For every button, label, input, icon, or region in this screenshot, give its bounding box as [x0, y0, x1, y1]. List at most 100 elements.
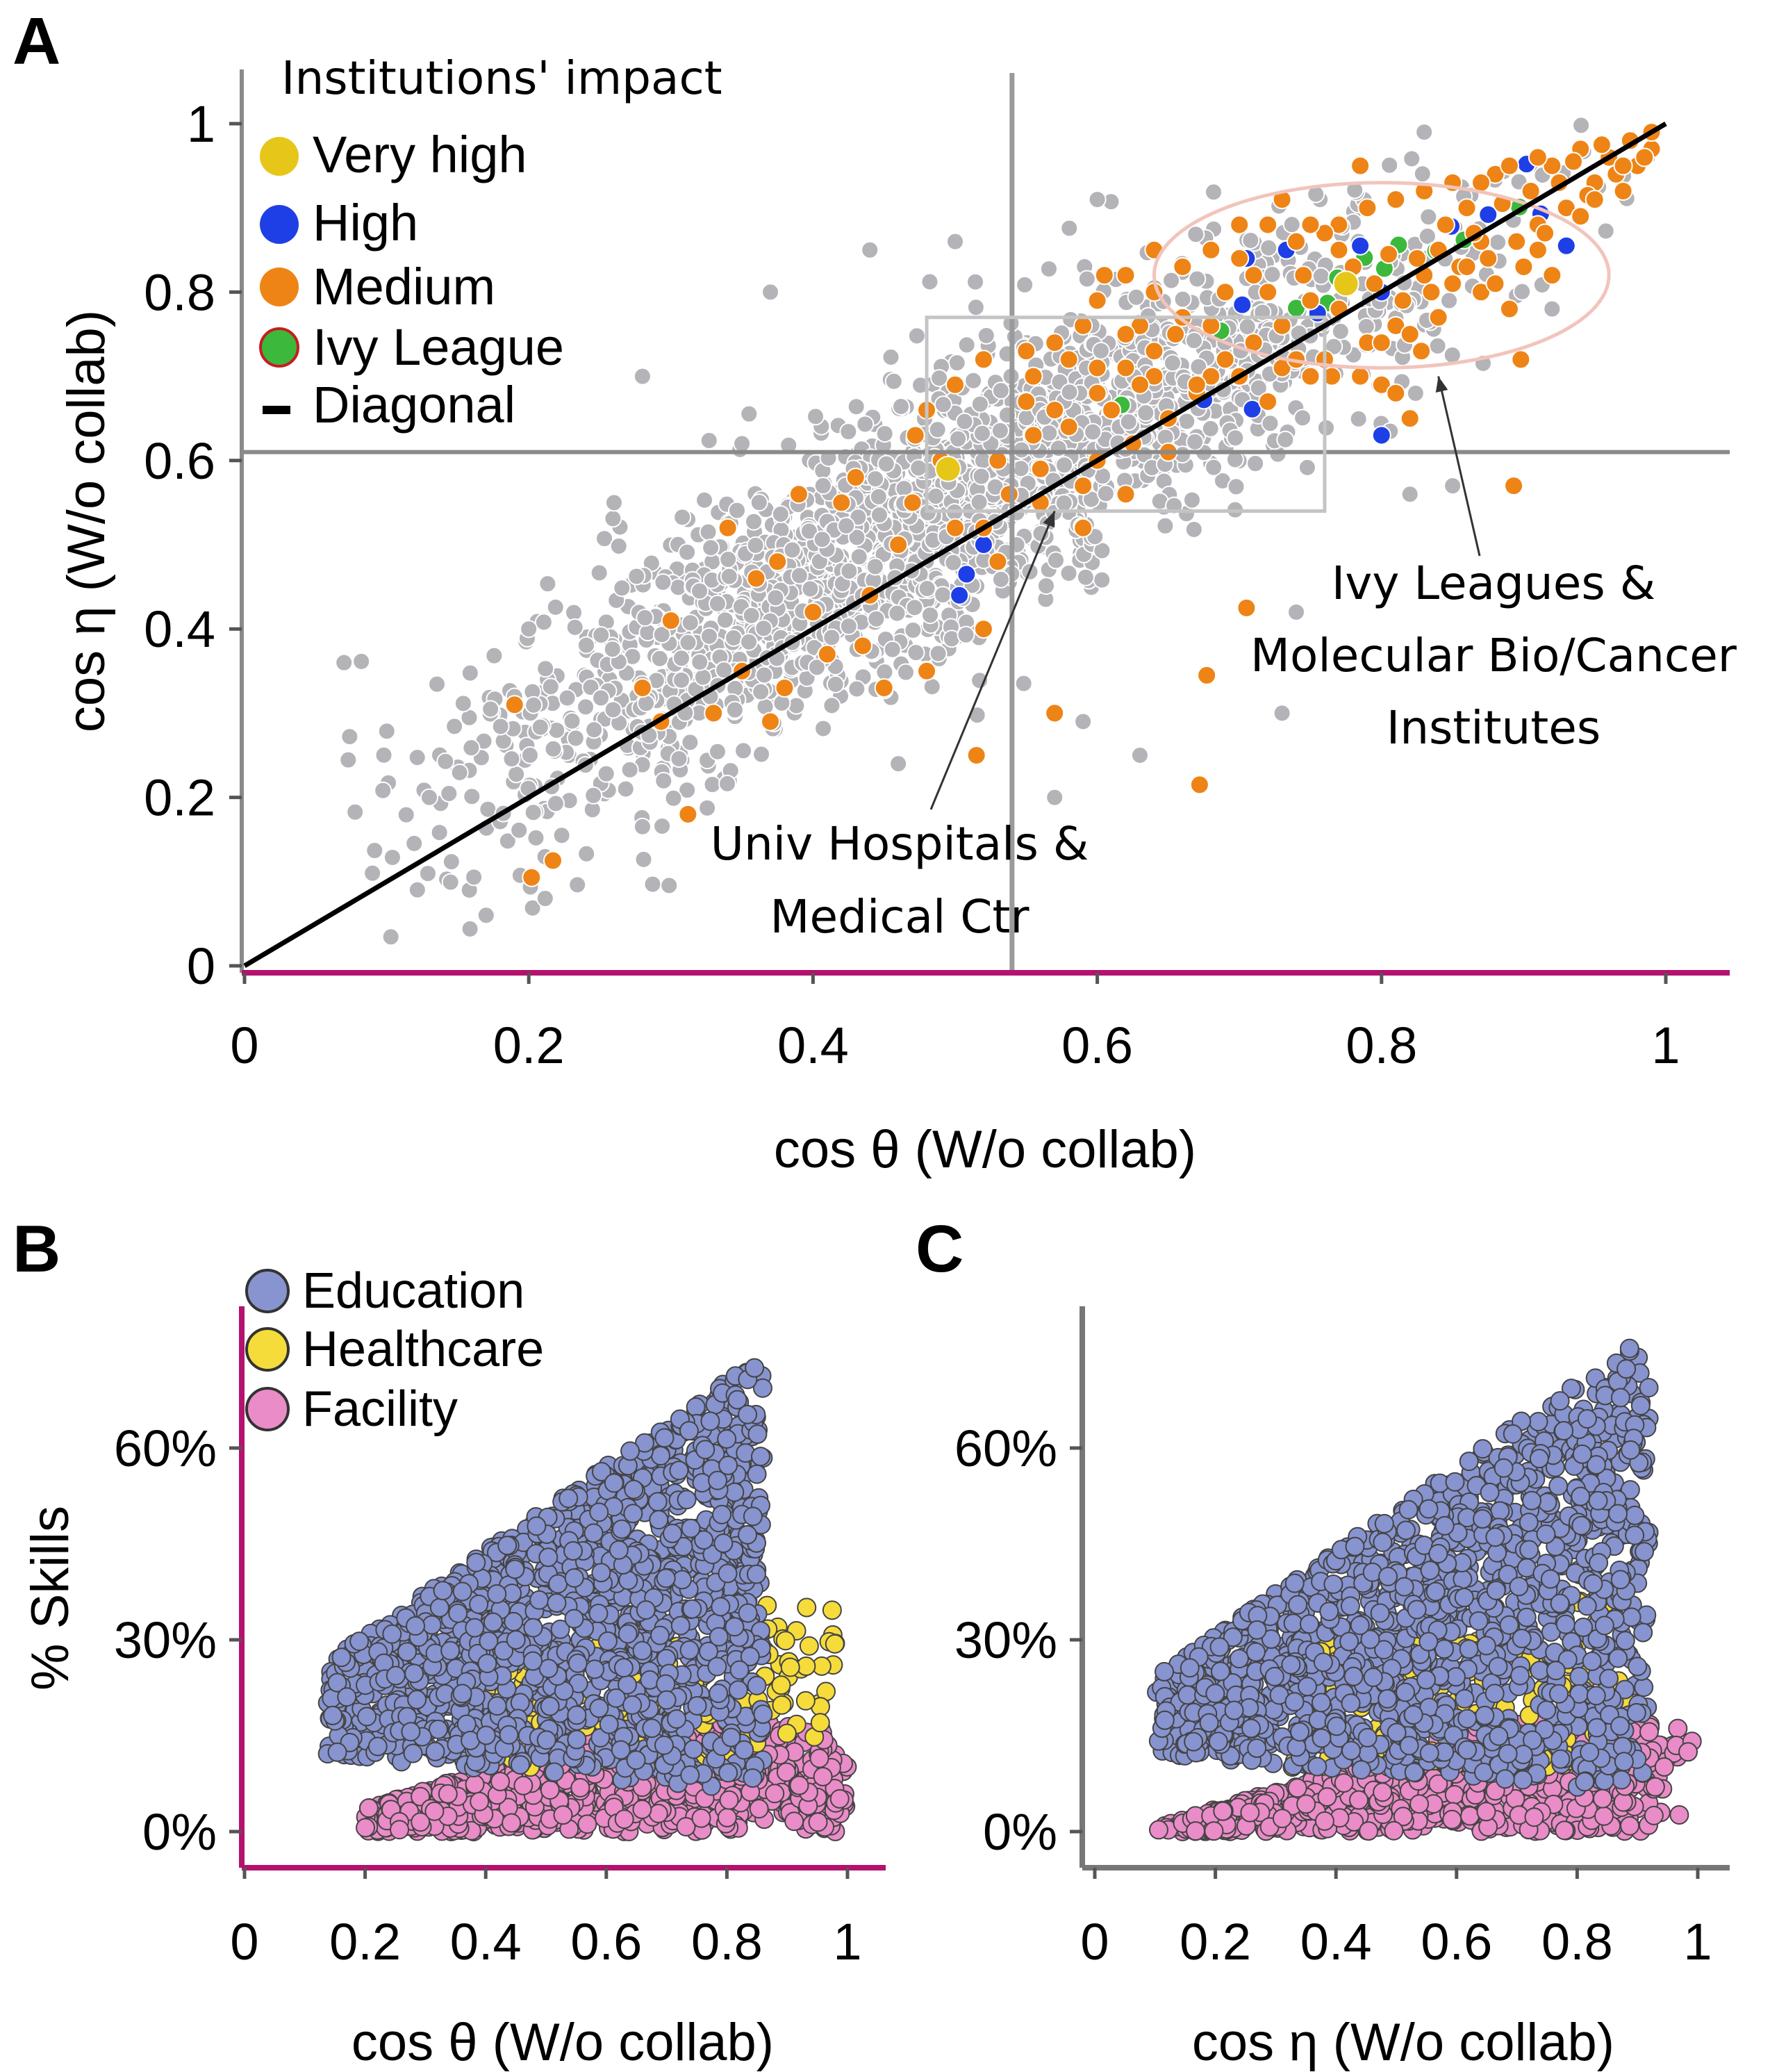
point-other: [1012, 441, 1031, 459]
point-medium: [1293, 265, 1314, 286]
y-tick-label: 0.4: [144, 600, 215, 658]
point-education: [642, 1718, 662, 1738]
point-other: [716, 611, 734, 630]
point-education: [429, 1597, 449, 1618]
point-other: [1444, 477, 1462, 495]
point-education: [448, 1603, 468, 1623]
point-other: [418, 864, 437, 883]
legend-label-high: High: [313, 194, 418, 252]
point-other: [1312, 267, 1330, 286]
x-tick-label: 0.8: [691, 1913, 763, 1971]
legend-marker-healthcare: [245, 1327, 290, 1372]
point-education: [746, 1564, 766, 1584]
panel-a: A 0 0.2 0.4 0.6 0.8 100.20.40.60.81 cos θ (W/…: [13, 4, 1737, 1179]
point-other: [1077, 270, 1096, 288]
point-facility: [632, 1800, 652, 1820]
point-education: [640, 1670, 660, 1690]
point-medium: [1130, 375, 1150, 395]
y-tick-label: 0%: [142, 1803, 217, 1861]
point-other: [408, 748, 427, 767]
point-facility: [438, 1784, 458, 1804]
point-medium: [543, 850, 563, 871]
point-other: [695, 491, 714, 509]
point-other: [839, 422, 858, 441]
point-education: [483, 1612, 503, 1632]
point-medium: [1073, 518, 1093, 538]
annotation-ivy-line-1: Ivy Leagues &: [1332, 557, 1655, 610]
panel-a-x-label: cos θ (W/o collab): [774, 1120, 1196, 1179]
point-education: [680, 1765, 700, 1785]
point-other: [957, 625, 975, 644]
point-medium: [1116, 265, 1136, 286]
point-other: [479, 800, 497, 819]
point-high: [1350, 236, 1371, 256]
point-education: [425, 1741, 445, 1761]
point-medium: [905, 425, 925, 445]
point-other: [1261, 414, 1280, 433]
point-other: [670, 750, 688, 768]
point-education: [750, 1447, 770, 1467]
point-other: [750, 493, 768, 512]
point-medium: [1613, 156, 1633, 176]
point-other: [531, 718, 549, 737]
point-healthcare: [795, 1691, 816, 1711]
point-medium: [988, 552, 1008, 572]
x-tick-label: 0.4: [777, 1017, 849, 1074]
point-healthcare: [777, 1723, 797, 1743]
point-other: [966, 272, 985, 291]
point-medium: [1236, 598, 1257, 618]
point-facility: [614, 1809, 634, 1830]
point-medium: [775, 678, 795, 698]
point-other: [1036, 577, 1055, 595]
point-education: [357, 1707, 377, 1727]
point-education: [707, 1656, 727, 1677]
point-medium: [1300, 366, 1321, 386]
point-healthcare: [780, 1657, 800, 1677]
point-other: [1403, 149, 1421, 168]
point-other: [654, 573, 672, 592]
point-other: [365, 841, 384, 860]
point-other: [1205, 183, 1223, 202]
point-other: [383, 848, 402, 866]
point-medium: [1542, 265, 1562, 286]
point-education: [672, 1570, 692, 1590]
point-medium: [1421, 282, 1441, 302]
point-education: [738, 1404, 758, 1424]
point-education: [386, 1666, 406, 1686]
point-education: [743, 1506, 763, 1527]
point-other: [1014, 674, 1033, 693]
point-facility: [540, 1779, 560, 1800]
point-other: [926, 487, 945, 506]
point-other: [850, 548, 868, 566]
annotation-univ-hospitals: Univ Hospitals & Medical Ctr: [711, 817, 1089, 944]
point-facility: [358, 1798, 379, 1818]
point-education: [682, 1599, 702, 1619]
point-other: [875, 425, 894, 443]
point-other: [510, 821, 529, 839]
point-other: [654, 771, 673, 790]
point-education: [567, 1729, 587, 1750]
point-education: [452, 1581, 472, 1602]
point-other: [813, 477, 832, 495]
point-other: [966, 298, 985, 317]
point-other: [934, 586, 952, 605]
point-other: [660, 876, 679, 895]
point-medium: [1499, 299, 1519, 319]
point-other: [1136, 404, 1155, 422]
legend-marker-education: [245, 1269, 290, 1313]
point-other: [552, 826, 571, 845]
point-other: [1440, 291, 1459, 310]
point-other: [1413, 165, 1432, 183]
point-medium: [1243, 265, 1264, 286]
point-other: [693, 668, 712, 686]
point-education: [669, 1461, 689, 1481]
point-other: [719, 550, 738, 569]
point-education: [401, 1722, 421, 1742]
point-medium: [1357, 198, 1378, 218]
point-medium: [1201, 240, 1221, 260]
point-education: [654, 1428, 675, 1448]
point-medium: [1045, 333, 1065, 353]
panel-c-points: [1147, 1338, 1702, 1841]
point-medium: [1528, 147, 1548, 167]
point-high: [1232, 295, 1252, 315]
